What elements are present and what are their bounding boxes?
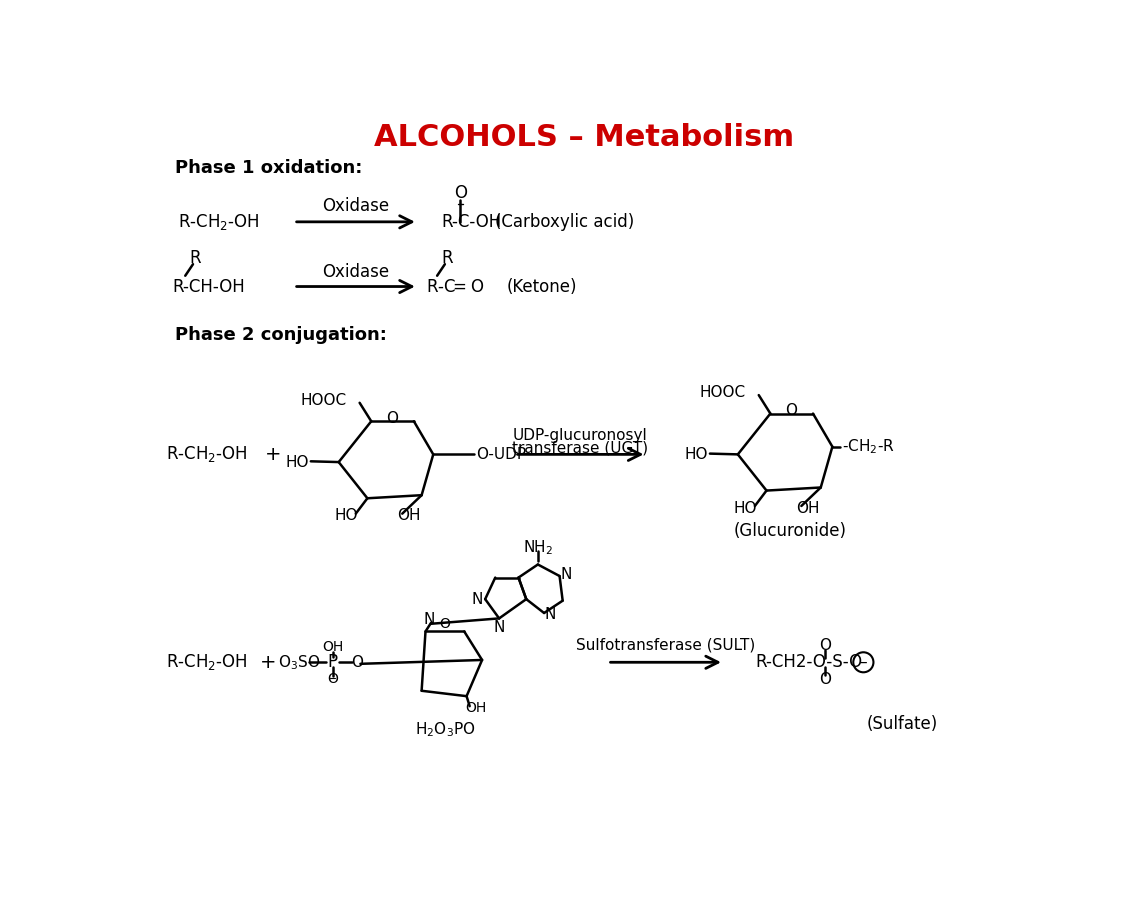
Text: (Carboxylic acid): (Carboxylic acid) [495, 213, 634, 231]
Text: Sulfotransferase (SULT): Sulfotransferase (SULT) [576, 637, 755, 653]
Text: HO: HO [685, 447, 709, 462]
Text: -CH$_2$-R: -CH$_2$-R [842, 437, 895, 456]
Text: HOOC: HOOC [699, 386, 745, 400]
Text: HO: HO [734, 501, 758, 516]
Text: ALCOHOLS – Metabolism: ALCOHOLS – Metabolism [374, 122, 794, 152]
Text: R: R [442, 249, 453, 267]
Text: N: N [560, 567, 572, 582]
Text: Oxidase: Oxidase [322, 198, 389, 216]
Text: N: N [493, 620, 504, 635]
Text: OH: OH [322, 640, 343, 654]
Text: (Glucuronide): (Glucuronide) [734, 522, 847, 540]
Text: O: O [327, 672, 338, 686]
Text: O: O [351, 654, 363, 670]
Text: OH: OH [397, 509, 420, 523]
Text: –: – [859, 654, 867, 670]
Text: OH: OH [795, 501, 819, 516]
Text: +: + [260, 653, 276, 672]
Text: UDP-glucuronosyl: UDP-glucuronosyl [513, 428, 648, 442]
Text: +: + [265, 445, 281, 464]
Text: HO: HO [334, 509, 358, 523]
Text: Oxidase: Oxidase [322, 263, 389, 280]
Text: R-C-OH: R-C-OH [442, 213, 501, 231]
Text: N: N [471, 592, 483, 607]
Text: N: N [423, 611, 435, 627]
Text: O: O [785, 403, 798, 418]
Text: O: O [439, 617, 451, 631]
Text: R-C$\!\!=$O: R-C$\!\!=$O [426, 278, 484, 296]
Text: O: O [818, 637, 831, 653]
Text: N: N [544, 607, 556, 622]
Text: R-CH-OH: R-CH-OH [172, 278, 245, 296]
Text: Phase 1 oxidation:: Phase 1 oxidation: [176, 159, 363, 177]
Text: H$_2$O$_3$PO: H$_2$O$_3$PO [414, 721, 475, 739]
Text: NH$_2$: NH$_2$ [523, 539, 553, 556]
Text: (Ketone): (Ketone) [507, 278, 577, 296]
Text: R-CH$_2$-OH: R-CH$_2$-OH [165, 444, 248, 465]
Text: R-CH2-O-S-O: R-CH2-O-S-O [755, 654, 861, 672]
Text: O-UDP: O-UDP [476, 447, 526, 462]
Text: OH: OH [466, 701, 486, 716]
Text: R: R [189, 249, 201, 267]
Text: R-CH$_2$-OH: R-CH$_2$-OH [165, 653, 248, 672]
Text: O$_3$SO: O$_3$SO [278, 653, 321, 672]
Text: Phase 2 conjugation:: Phase 2 conjugation: [176, 326, 387, 344]
Text: HOOC: HOOC [300, 393, 347, 408]
Text: O: O [386, 411, 398, 426]
Text: P: P [327, 654, 338, 672]
Text: R-CH$_2$-OH: R-CH$_2$-OH [178, 212, 259, 232]
Text: O: O [454, 183, 467, 201]
Text: O: O [818, 672, 831, 687]
Text: HO: HO [285, 455, 309, 469]
Text: transferase (UGT): transferase (UGT) [512, 441, 648, 456]
Text: (Sulfate): (Sulfate) [866, 715, 938, 733]
